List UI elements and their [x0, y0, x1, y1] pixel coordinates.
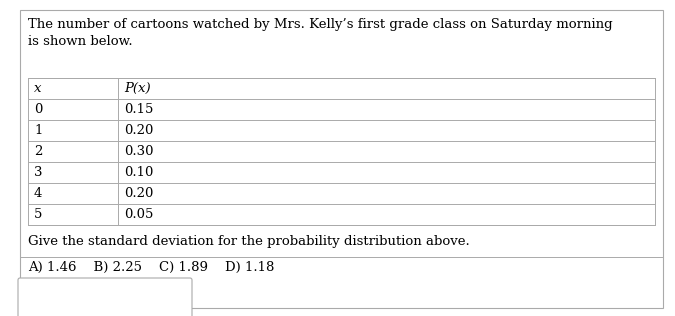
Text: 0.20: 0.20 — [124, 187, 153, 200]
Text: 0.10: 0.10 — [124, 166, 153, 179]
Text: 3: 3 — [34, 166, 43, 179]
Text: 0.05: 0.05 — [124, 208, 153, 221]
Text: 1: 1 — [34, 124, 43, 137]
Text: Give the standard deviation for the probability distribution above.: Give the standard deviation for the prob… — [28, 235, 470, 248]
Text: 4: 4 — [34, 187, 43, 200]
Text: The number of cartoons watched by Mrs. Kelly’s first grade class on Saturday mor: The number of cartoons watched by Mrs. K… — [28, 18, 613, 48]
FancyBboxPatch shape — [18, 278, 192, 316]
Text: 0.20: 0.20 — [124, 124, 153, 137]
Bar — [28, 78, 655, 225]
Text: A) 1.46    B) 2.25    C) 1.89    D) 1.18: A) 1.46 B) 2.25 C) 1.89 D) 1.18 — [28, 261, 274, 274]
Text: P(x): P(x) — [124, 82, 151, 95]
Text: x: x — [34, 82, 41, 95]
Text: 0: 0 — [34, 103, 43, 116]
Text: 0.15: 0.15 — [124, 103, 153, 116]
Text: 5: 5 — [34, 208, 43, 221]
Text: 0.30: 0.30 — [124, 145, 153, 158]
Text: 2: 2 — [34, 145, 43, 158]
